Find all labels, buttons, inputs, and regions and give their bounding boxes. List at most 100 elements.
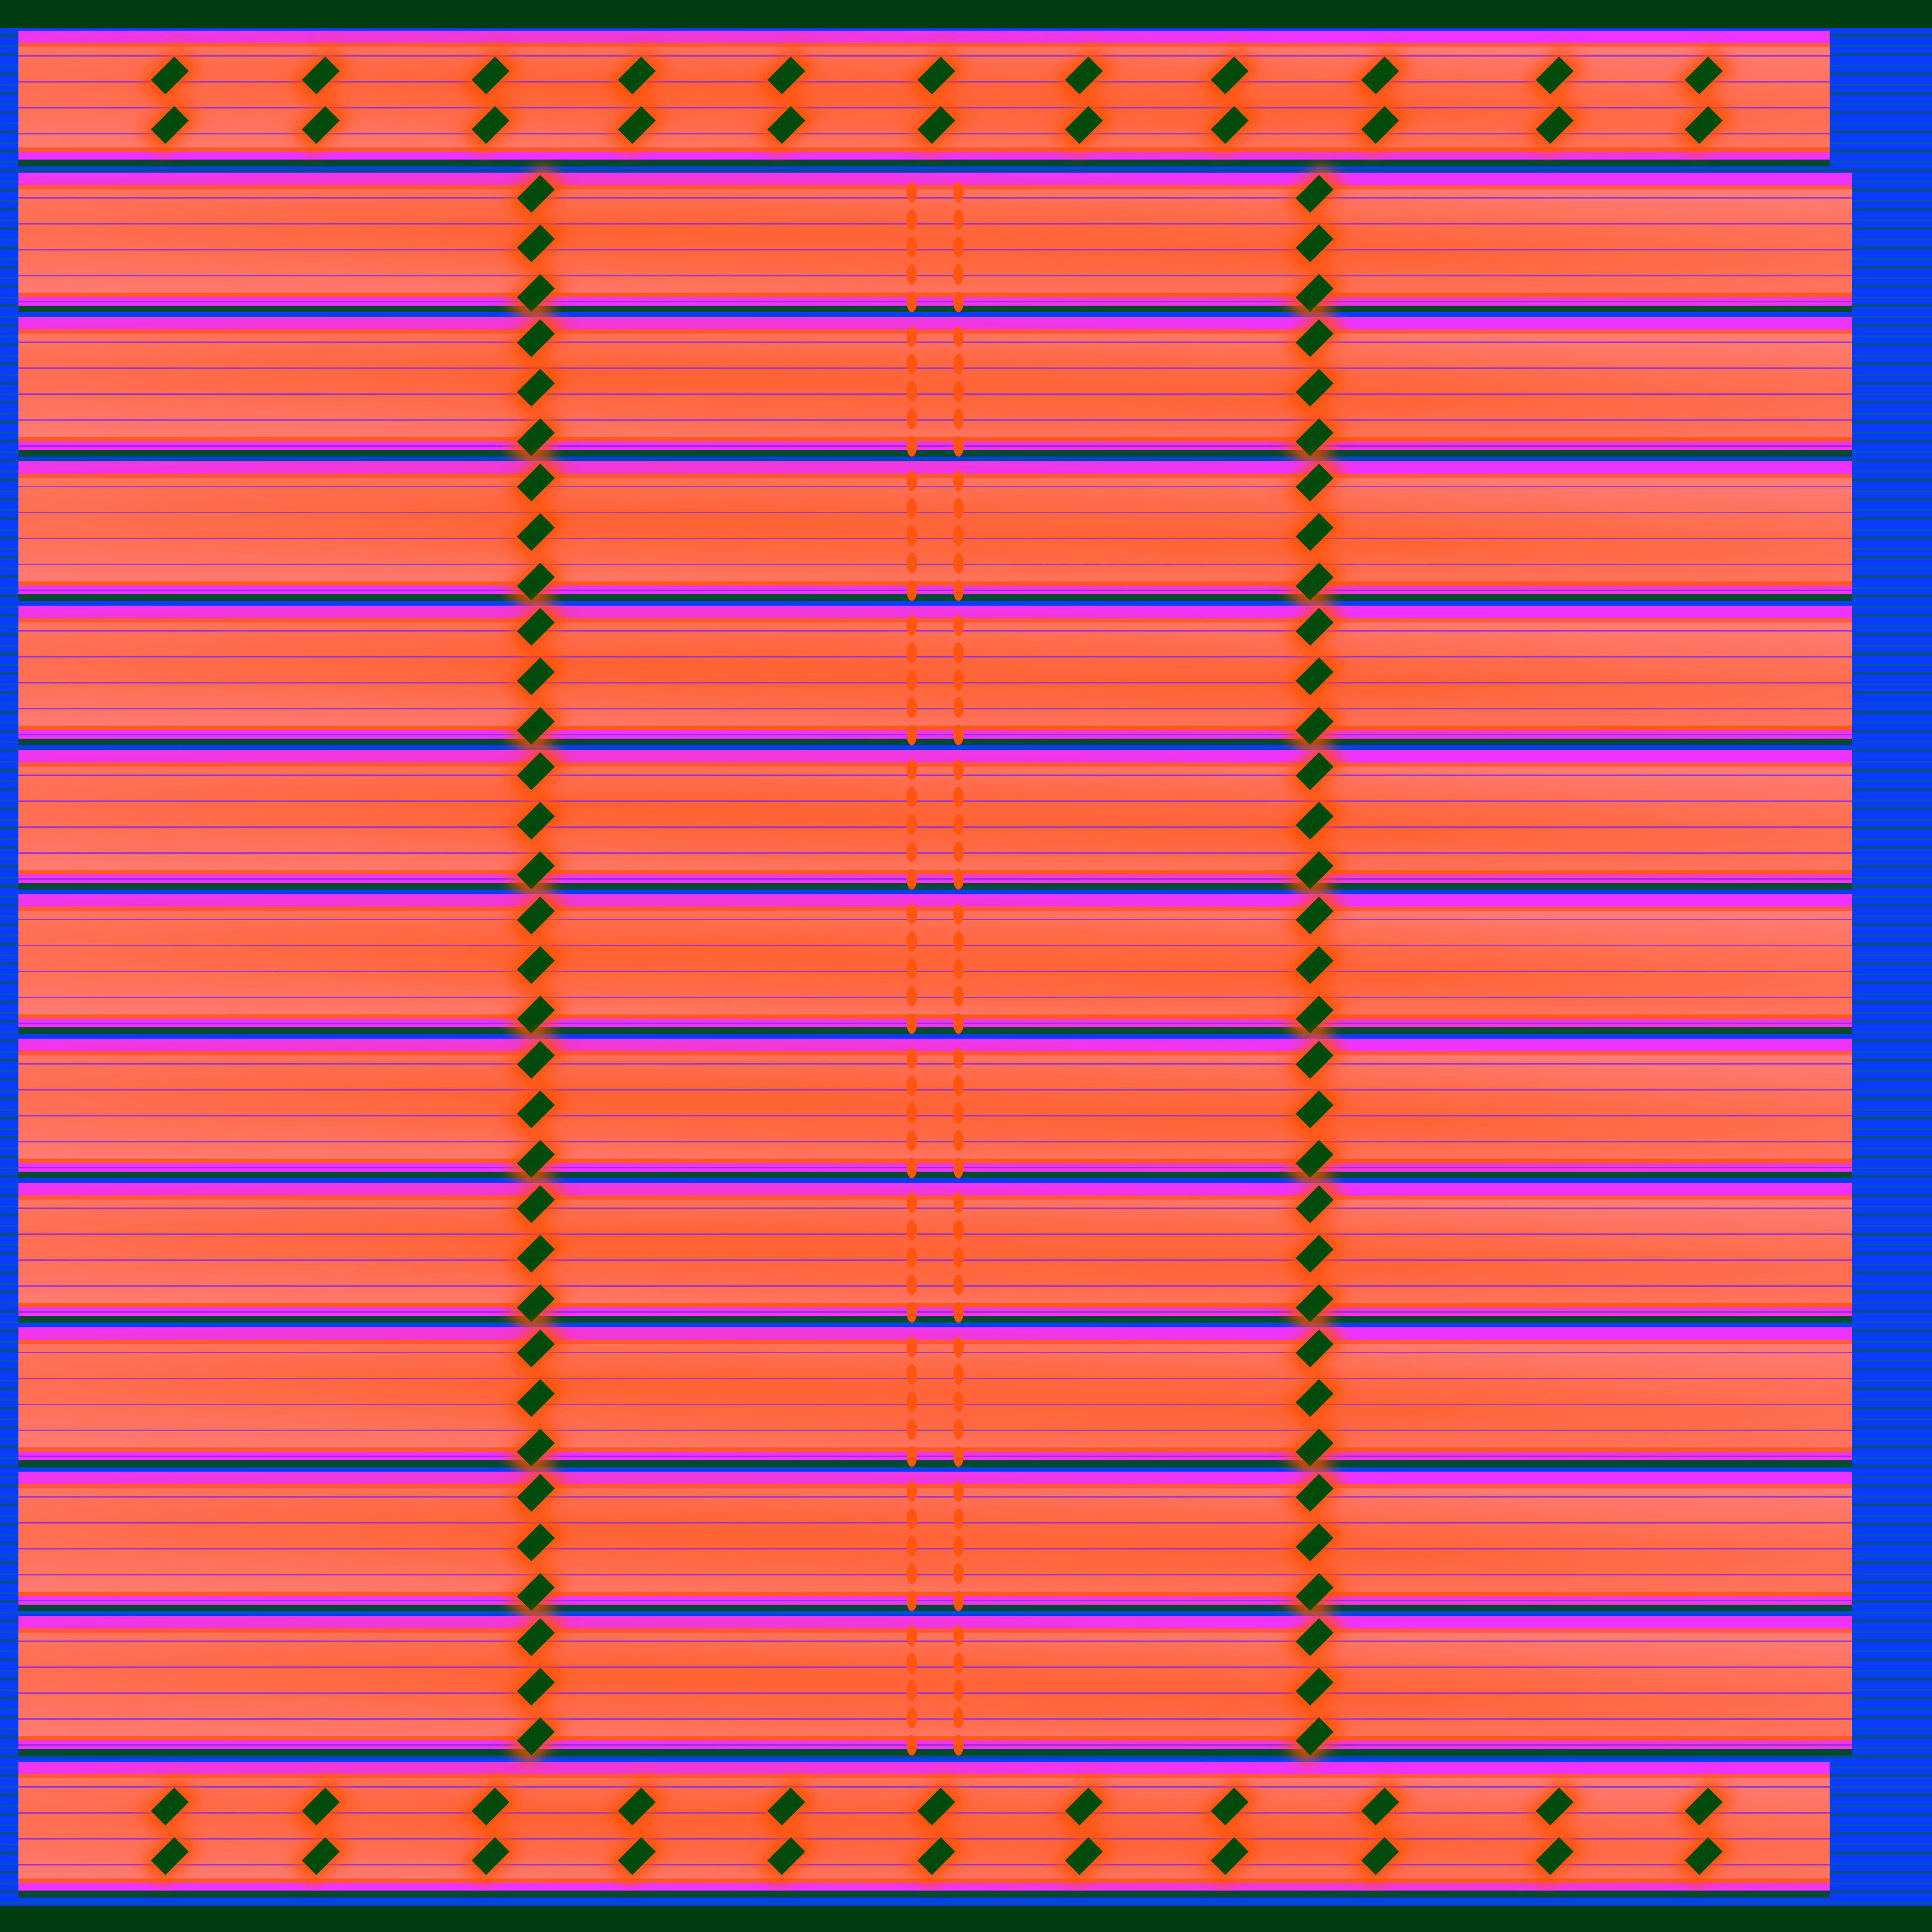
dot-marker bbox=[907, 408, 917, 429]
dot-marker bbox=[953, 237, 964, 258]
dot-marker bbox=[953, 1508, 964, 1529]
dot-marker bbox=[953, 1103, 964, 1124]
bottom-dark-band bbox=[0, 1906, 1932, 1932]
dot-marker bbox=[907, 931, 917, 952]
dot-marker bbox=[953, 670, 964, 691]
dot-marker bbox=[953, 436, 964, 457]
dot-marker bbox=[953, 291, 964, 312]
dot-marker bbox=[907, 498, 917, 519]
dot-marker bbox=[907, 354, 917, 375]
dot-marker bbox=[953, 1158, 964, 1178]
dot-marker bbox=[907, 436, 917, 457]
dot-marker bbox=[953, 814, 964, 835]
dot-marker bbox=[953, 580, 964, 601]
dot-marker bbox=[907, 182, 917, 203]
dot-marker bbox=[907, 1364, 917, 1385]
dot-marker bbox=[907, 1625, 917, 1646]
dot-marker bbox=[907, 1653, 917, 1674]
dot-marker bbox=[953, 1653, 964, 1674]
dot-marker bbox=[907, 670, 917, 691]
row-panel bbox=[18, 1472, 1852, 1611]
row-panel bbox=[18, 461, 1852, 601]
dot-marker bbox=[907, 291, 917, 312]
dot-marker bbox=[907, 1130, 917, 1151]
dot-marker bbox=[907, 237, 917, 258]
dot-marker bbox=[907, 986, 917, 1007]
dot-marker bbox=[953, 787, 964, 808]
row-panel bbox=[18, 1616, 1852, 1756]
dot-marker bbox=[907, 553, 917, 574]
dot-marker bbox=[907, 642, 917, 663]
dot-marker bbox=[907, 1192, 917, 1213]
dot-marker bbox=[907, 1337, 917, 1357]
dot-marker bbox=[953, 209, 964, 230]
dot-marker bbox=[907, 1591, 917, 1611]
dot-marker bbox=[907, 1048, 917, 1069]
dot-marker bbox=[907, 1563, 917, 1584]
dot-marker bbox=[907, 209, 917, 230]
dot-marker bbox=[907, 264, 917, 285]
dot-marker bbox=[907, 1274, 917, 1295]
row-panel bbox=[18, 894, 1852, 1034]
top-band-panel bbox=[18, 31, 1830, 167]
top-dark-band bbox=[0, 0, 1932, 28]
dot-marker bbox=[907, 1735, 917, 1756]
dot-marker bbox=[953, 182, 964, 203]
dot-marker bbox=[953, 1591, 964, 1611]
dot-marker bbox=[953, 354, 964, 375]
row-panel bbox=[18, 606, 1852, 745]
dot-marker bbox=[953, 1220, 964, 1241]
dot-marker bbox=[953, 1247, 964, 1268]
dot-marker bbox=[953, 1274, 964, 1295]
dot-marker bbox=[907, 814, 917, 835]
dot-marker bbox=[907, 525, 917, 546]
dot-marker bbox=[953, 1075, 964, 1096]
dot-marker bbox=[953, 1391, 964, 1412]
dot-marker bbox=[953, 1364, 964, 1385]
dot-marker bbox=[953, 1680, 964, 1701]
dot-marker bbox=[907, 724, 917, 745]
dot-marker bbox=[953, 1130, 964, 1151]
dot-marker bbox=[953, 1419, 964, 1440]
dot-marker bbox=[953, 1048, 964, 1069]
dot-marker bbox=[907, 1481, 917, 1502]
dot-marker bbox=[953, 1192, 964, 1213]
row-panel bbox=[18, 1039, 1852, 1178]
dot-marker bbox=[953, 381, 964, 402]
dot-marker bbox=[953, 615, 964, 636]
dot-marker bbox=[953, 1735, 964, 1756]
dot-marker bbox=[907, 1391, 917, 1412]
dot-marker bbox=[953, 958, 964, 979]
dot-marker bbox=[953, 1536, 964, 1557]
dot-marker bbox=[953, 1563, 964, 1584]
dot-marker bbox=[953, 1302, 964, 1323]
dot-marker bbox=[953, 326, 964, 347]
dot-marker bbox=[953, 553, 964, 574]
dot-marker bbox=[953, 986, 964, 1007]
dot-marker bbox=[953, 1337, 964, 1357]
dot-marker bbox=[907, 1247, 917, 1268]
dot-marker bbox=[953, 1446, 964, 1467]
dot-marker bbox=[907, 787, 917, 808]
dot-marker bbox=[907, 1508, 917, 1529]
dot-marker bbox=[953, 724, 964, 745]
dot-marker bbox=[907, 1220, 917, 1241]
dot-marker bbox=[907, 841, 917, 862]
dot-marker bbox=[953, 264, 964, 285]
dot-marker bbox=[907, 1707, 917, 1728]
row-panel bbox=[18, 1327, 1852, 1467]
dot-marker bbox=[953, 642, 964, 663]
row-panel bbox=[18, 750, 1852, 890]
dot-marker bbox=[953, 1707, 964, 1728]
dot-marker bbox=[907, 615, 917, 636]
dot-marker bbox=[953, 498, 964, 519]
dot-marker bbox=[907, 1075, 917, 1096]
dot-marker bbox=[953, 931, 964, 952]
dot-marker bbox=[907, 1680, 917, 1701]
dot-marker bbox=[953, 1013, 964, 1034]
dot-marker bbox=[953, 869, 964, 890]
dot-marker bbox=[907, 1013, 917, 1034]
dot-marker bbox=[953, 904, 964, 924]
dot-marker bbox=[953, 1481, 964, 1502]
